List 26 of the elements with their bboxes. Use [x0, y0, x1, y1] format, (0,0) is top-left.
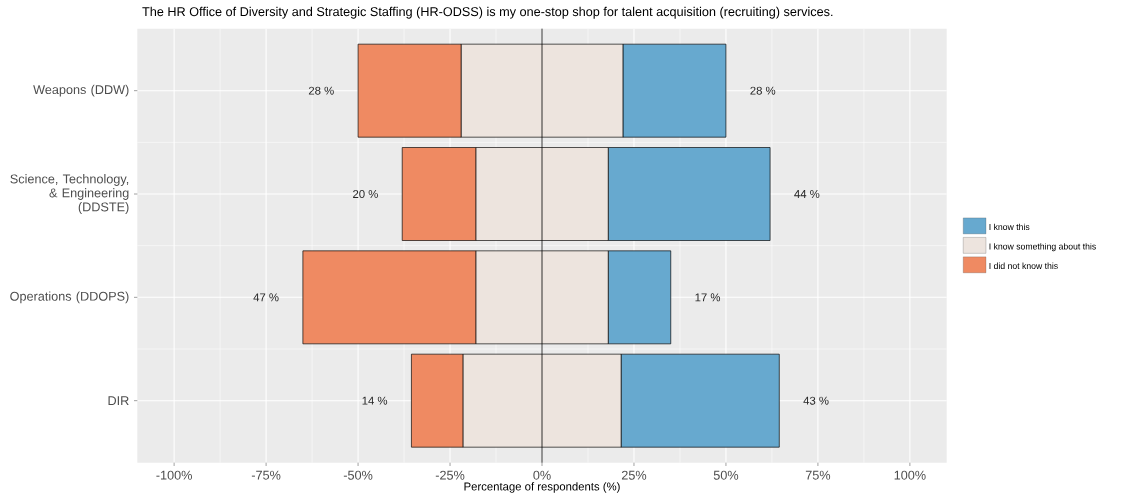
- legend-label: I did not know this: [989, 262, 1058, 269]
- data-label: 17 %: [695, 293, 721, 302]
- x-axis-title: Percentage of respondents (%): [464, 482, 620, 493]
- data-label: 43 %: [803, 396, 829, 405]
- x-tick-label: -75%: [251, 470, 281, 480]
- y-tick-label: DIR: [108, 396, 129, 406]
- x-tick-label: 75%: [805, 470, 831, 480]
- legend-label: I know this: [989, 223, 1030, 231]
- y-tick-label: Weapons (DDW): [33, 84, 129, 97]
- data-label: 14 %: [362, 396, 388, 405]
- x-tick-label: -25%: [435, 470, 465, 480]
- x-tick-label: 50%: [713, 470, 739, 480]
- chart-title: The HR Office of Diversity and Strategic Staffing (HR-ODSS) is my one-stop shop for talent acquisition (recruiting) services.: [142, 6, 833, 19]
- x-tick-label: -100%: [156, 470, 192, 480]
- x-tick-label: 0%: [533, 470, 551, 480]
- data-label: 47 %: [253, 293, 279, 302]
- x-tick-label: 100%: [894, 470, 926, 480]
- data-label: 28 %: [750, 86, 776, 95]
- x-tick-label: -50%: [343, 470, 373, 480]
- y-tick-label: Science, Technology, & Engineering (DDSTE): [10, 174, 129, 214]
- x-tick-label: 25%: [621, 470, 647, 480]
- text: I know something about this: [989, 243, 1096, 252]
- data-label: 28 %: [308, 86, 334, 95]
- y-tick-label: Operations (DDOPS): [10, 291, 129, 304]
- data-label: 44 %: [794, 190, 820, 198]
- data-label: 20 %: [353, 190, 378, 199]
